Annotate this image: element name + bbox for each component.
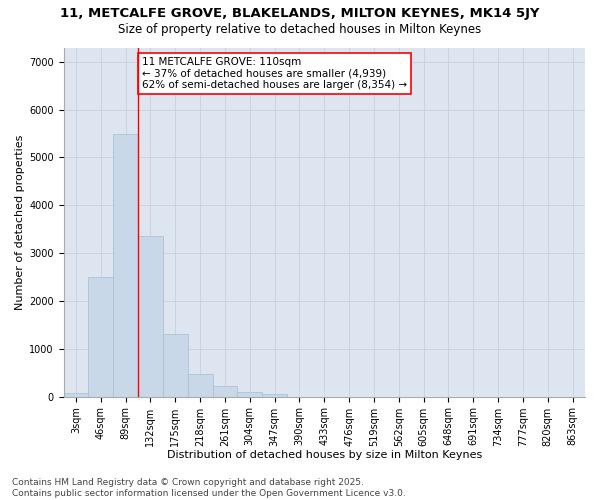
Bar: [188, 374, 212, 396]
Y-axis label: Number of detached properties: Number of detached properties: [15, 134, 25, 310]
Text: 11, METCALFE GROVE, BLAKELANDS, MILTON KEYNES, MK14 5JY: 11, METCALFE GROVE, BLAKELANDS, MILTON K…: [60, 8, 540, 20]
Bar: [163, 334, 188, 396]
Text: 11 METCALFE GROVE: 110sqm
← 37% of detached houses are smaller (4,939)
62% of se: 11 METCALFE GROVE: 110sqm ← 37% of detac…: [142, 57, 407, 90]
Bar: [212, 386, 238, 396]
X-axis label: Distribution of detached houses by size in Milton Keynes: Distribution of detached houses by size …: [167, 450, 482, 460]
Bar: [262, 394, 287, 396]
Bar: [88, 277, 113, 396]
Text: Contains HM Land Registry data © Crown copyright and database right 2025.
Contai: Contains HM Land Registry data © Crown c…: [12, 478, 406, 498]
Bar: [113, 134, 138, 396]
Text: Size of property relative to detached houses in Milton Keynes: Size of property relative to detached ho…: [118, 22, 482, 36]
Bar: [64, 393, 88, 396]
Bar: [238, 392, 262, 396]
Bar: [138, 236, 163, 396]
